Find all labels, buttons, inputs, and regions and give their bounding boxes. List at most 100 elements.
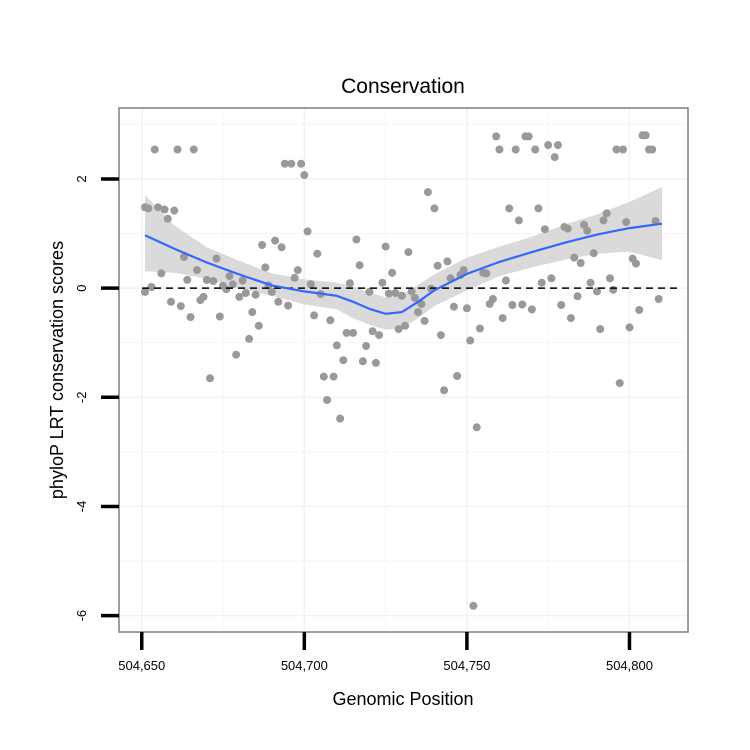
data-point bbox=[433, 261, 442, 270]
data-point bbox=[235, 292, 244, 301]
data-point bbox=[362, 342, 371, 350]
x-axis-label: Genomic Position bbox=[332, 689, 473, 709]
y-tick-label: 0 bbox=[74, 285, 89, 292]
data-point bbox=[277, 243, 286, 252]
data-point bbox=[371, 358, 380, 367]
data-point bbox=[622, 218, 631, 227]
data-point bbox=[271, 236, 280, 245]
data-point bbox=[313, 249, 322, 258]
data-point bbox=[170, 206, 179, 215]
data-point bbox=[557, 301, 566, 309]
data-point bbox=[183, 275, 192, 284]
data-point bbox=[593, 287, 601, 296]
data-point bbox=[199, 292, 208, 301]
data-point bbox=[173, 145, 182, 154]
data-point bbox=[397, 291, 406, 300]
data-point bbox=[625, 323, 634, 332]
data-point bbox=[154, 203, 162, 212]
data-point bbox=[472, 423, 481, 432]
data-point bbox=[394, 325, 403, 334]
y-tick-label: -4 bbox=[74, 501, 89, 513]
data-point bbox=[248, 308, 257, 317]
data-point bbox=[537, 278, 546, 287]
panel-background bbox=[119, 108, 688, 632]
data-point bbox=[453, 372, 462, 380]
data-point bbox=[469, 601, 478, 610]
x-tick-label: 504,800 bbox=[606, 658, 653, 673]
chart-title: Conservation bbox=[341, 75, 465, 98]
data-point bbox=[423, 188, 432, 197]
data-point bbox=[180, 253, 188, 261]
data-point bbox=[245, 334, 254, 343]
data-point bbox=[440, 386, 449, 395]
data-point bbox=[401, 321, 410, 330]
data-point bbox=[238, 276, 247, 285]
data-point bbox=[606, 274, 614, 283]
data-point bbox=[580, 220, 588, 229]
data-point bbox=[488, 295, 497, 303]
data-point bbox=[619, 145, 627, 154]
x-tick-label: 504,700 bbox=[281, 658, 328, 673]
data-point bbox=[596, 325, 605, 334]
data-point bbox=[300, 171, 309, 180]
data-point bbox=[501, 276, 510, 285]
data-point bbox=[514, 216, 523, 225]
data-point bbox=[368, 327, 377, 336]
data-point bbox=[254, 321, 263, 330]
data-point bbox=[141, 287, 149, 296]
data-point bbox=[524, 132, 533, 141]
data-point bbox=[274, 297, 283, 306]
data-point bbox=[540, 225, 549, 234]
data-point bbox=[329, 372, 338, 381]
data-point bbox=[267, 287, 276, 296]
data-point bbox=[430, 204, 439, 213]
data-point bbox=[576, 259, 585, 267]
data-point bbox=[632, 259, 640, 268]
data-point bbox=[475, 324, 484, 333]
data-point bbox=[641, 131, 650, 140]
data-point bbox=[352, 235, 361, 244]
data-point bbox=[349, 328, 358, 337]
data-point bbox=[651, 217, 660, 225]
data-point bbox=[436, 331, 445, 340]
data-point bbox=[176, 302, 185, 311]
data-point bbox=[563, 224, 572, 233]
data-point bbox=[342, 328, 351, 337]
data-point bbox=[306, 280, 315, 289]
data-point bbox=[160, 205, 169, 214]
data-point bbox=[375, 331, 384, 340]
data-point bbox=[189, 145, 198, 154]
data-point bbox=[602, 209, 611, 218]
data-point bbox=[407, 287, 416, 296]
data-point bbox=[420, 316, 429, 325]
data-point bbox=[388, 268, 397, 277]
data-point bbox=[534, 204, 543, 213]
data-point bbox=[495, 145, 504, 154]
data-point bbox=[586, 278, 595, 287]
data-point bbox=[511, 145, 520, 154]
data-point bbox=[228, 280, 237, 289]
data-point bbox=[212, 254, 221, 263]
data-point bbox=[167, 297, 175, 306]
data-point bbox=[648, 145, 657, 154]
data-point bbox=[202, 275, 211, 284]
data-point bbox=[206, 374, 214, 383]
data-point bbox=[215, 312, 224, 321]
data-point bbox=[449, 302, 458, 311]
data-point bbox=[332, 341, 341, 350]
data-point bbox=[583, 226, 592, 235]
data-point bbox=[258, 241, 267, 249]
data-point bbox=[209, 277, 218, 285]
data-point bbox=[531, 145, 540, 154]
data-point bbox=[443, 257, 452, 266]
data-point bbox=[157, 269, 166, 278]
data-point bbox=[287, 159, 296, 168]
data-point bbox=[508, 301, 517, 309]
data-point bbox=[261, 263, 270, 272]
data-point bbox=[527, 305, 536, 314]
data-point bbox=[466, 336, 475, 345]
data-point bbox=[589, 249, 598, 258]
data-point bbox=[355, 261, 364, 270]
y-tick-label: -2 bbox=[74, 392, 89, 404]
